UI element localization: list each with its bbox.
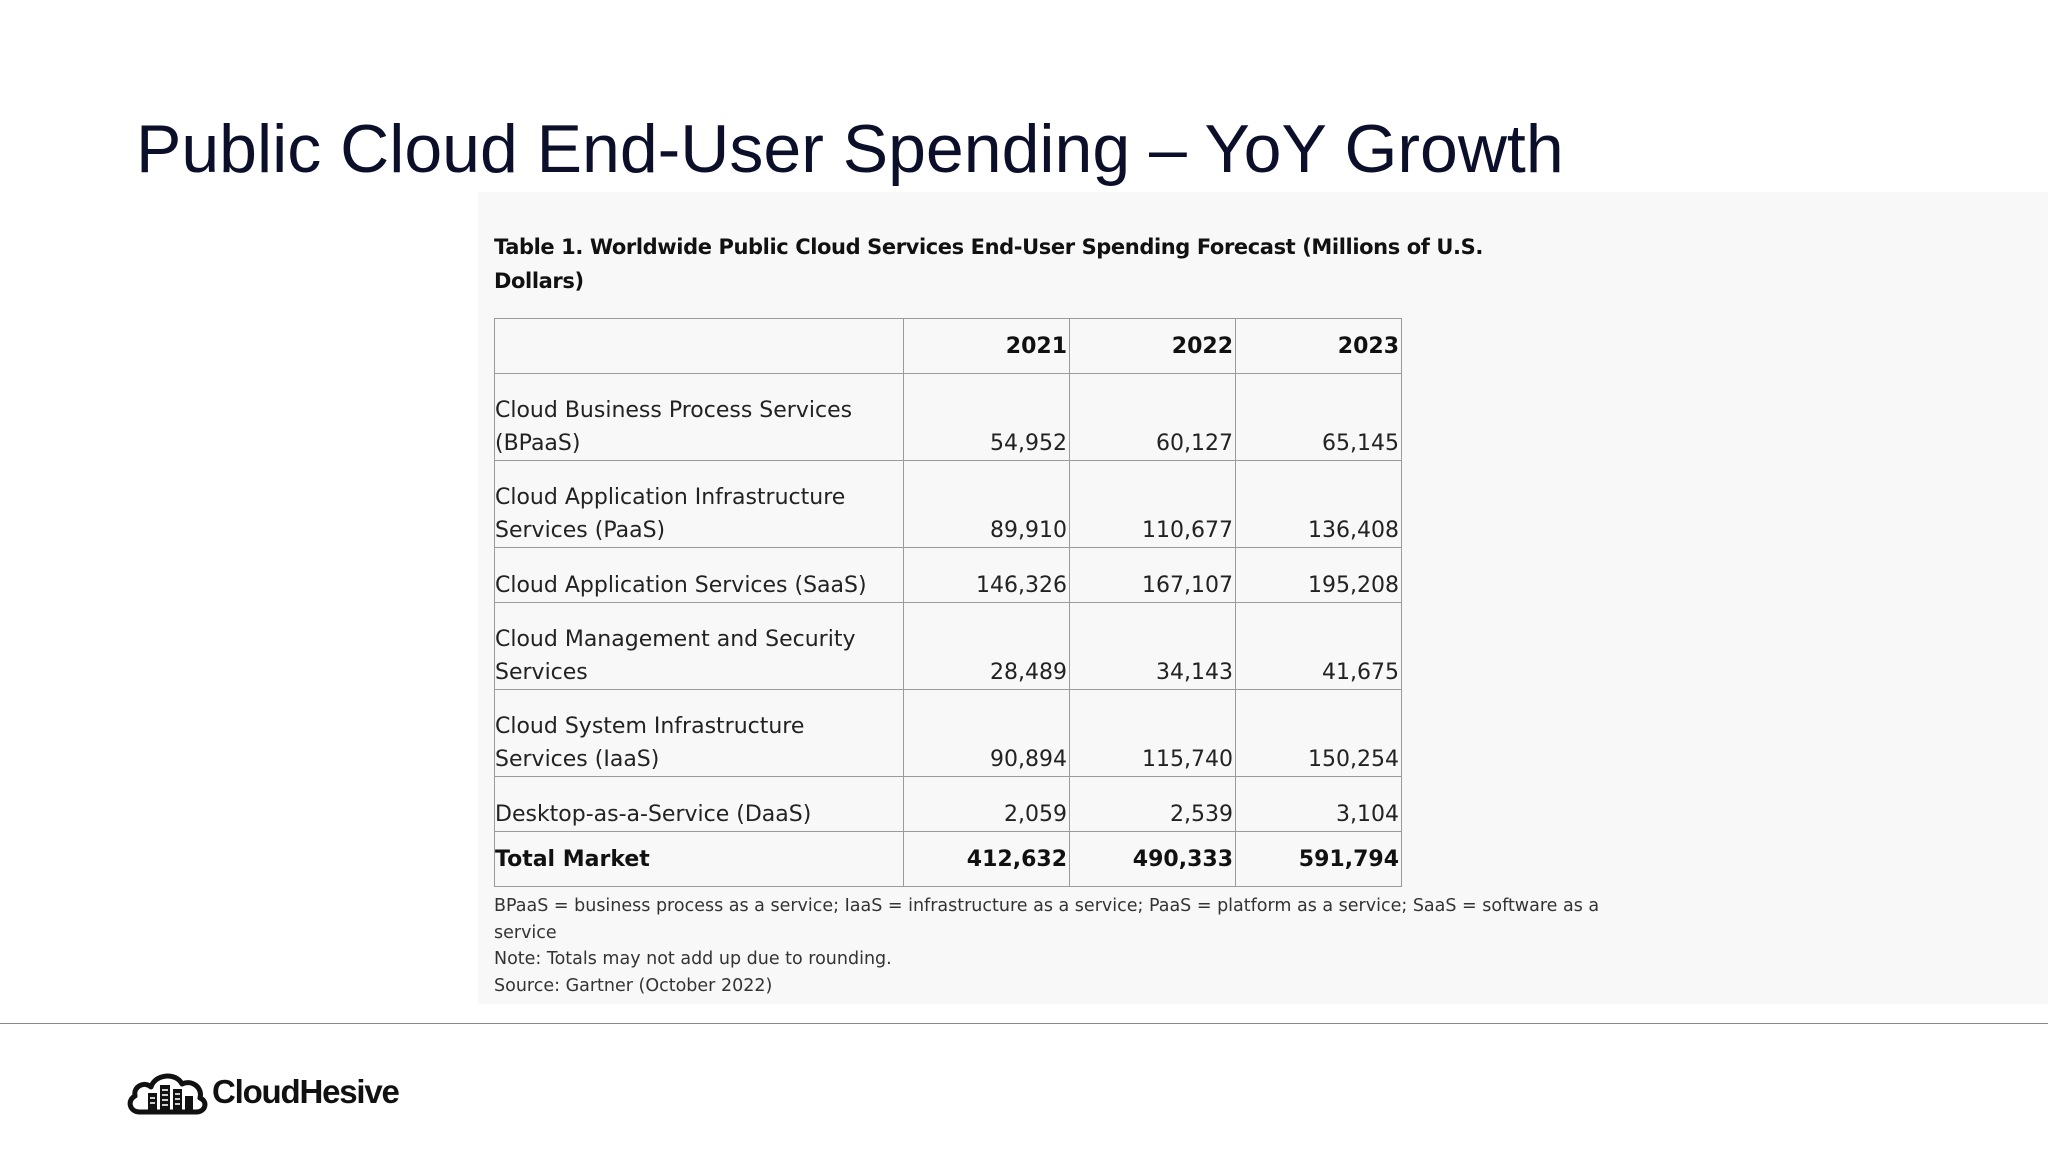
row-label: Cloud Application Services (SaaS) — [494, 547, 904, 603]
cell-2022: 110,677 — [1069, 460, 1236, 548]
cell-2023: 41,675 — [1235, 602, 1402, 690]
table-notes: BPaaS = business process as a service; I… — [494, 893, 1614, 999]
rounding-note: Note: Totals may not add up due to round… — [494, 949, 892, 969]
logo-text: CloudHesive — [212, 1073, 400, 1110]
cloud-buildings-icon — [127, 1073, 208, 1115]
cell-2022: 2,539 — [1069, 776, 1236, 832]
table-row: Cloud Business Process Services (BPaaS) … — [494, 373, 1402, 461]
cell-2021: 90,894 — [903, 689, 1070, 777]
cell-2021: 146,326 — [903, 547, 1070, 603]
cell-2021: 412,632 — [903, 831, 1070, 887]
cell-2021: 28,489 — [903, 602, 1070, 690]
cell-2023: 65,145 — [1235, 373, 1402, 461]
company-logo: CloudHesive — [126, 1066, 400, 1118]
row-label: Cloud Business Process Services (BPaaS) — [494, 373, 904, 461]
table-row: Cloud Management and Security Services 2… — [494, 602, 1402, 690]
table-caption: Table 1. Worldwide Public Cloud Services… — [494, 235, 1483, 293]
source-note: Source: Gartner (October 2022) — [494, 975, 773, 996]
cell-2022: 34,143 — [1069, 602, 1236, 690]
abbreviations-note: BPaaS = business process as a service; I… — [494, 896, 1600, 943]
cell-2021: 54,952 — [903, 373, 1070, 461]
cell-2022: 115,740 — [1069, 689, 1236, 777]
table-row: Cloud Application Infrastructure Service… — [494, 460, 1402, 548]
table-figure: Table 1. Worldwide Public Cloud Services… — [478, 192, 2048, 1004]
cell-2022: 490,333 — [1069, 831, 1236, 887]
table-row: Desktop-as-a-Service (DaaS) 2,059 2,539 … — [494, 776, 1402, 832]
spending-table: 2021 2022 2023 Cloud Business Process Se… — [494, 318, 1402, 887]
table-total-row: Total Market 412,632 490,333 591,794 — [494, 831, 1402, 887]
cell-2023: 591,794 — [1235, 831, 1402, 887]
header-2023: 2023 — [1235, 318, 1402, 374]
slide-title: Public Cloud End-User Spending – YoY Gro… — [136, 111, 1564, 187]
table-row: Cloud Application Services (SaaS) 146,32… — [494, 547, 1402, 603]
cell-2023: 3,104 — [1235, 776, 1402, 832]
cell-2023: 150,254 — [1235, 689, 1402, 777]
cell-2021: 89,910 — [903, 460, 1070, 548]
row-label: Desktop-as-a-Service (DaaS) — [494, 776, 904, 832]
cell-2021: 2,059 — [903, 776, 1070, 832]
footer-divider — [0, 1023, 2048, 1024]
header-2022: 2022 — [1069, 318, 1236, 374]
table-row: Cloud System Infrastructure Services (Ia… — [494, 689, 1402, 777]
row-label: Cloud Management and Security Services — [494, 602, 904, 690]
header-label-cell — [494, 318, 904, 374]
table-header-row: 2021 2022 2023 — [494, 318, 1402, 374]
cell-2022: 60,127 — [1069, 373, 1236, 461]
row-label: Cloud Application Infrastructure Service… — [494, 460, 904, 548]
cell-2023: 195,208 — [1235, 547, 1402, 603]
header-2021: 2021 — [903, 318, 1070, 374]
row-label: Cloud System Infrastructure Services (Ia… — [494, 689, 904, 777]
row-label: Total Market — [494, 831, 904, 887]
cell-2023: 136,408 — [1235, 460, 1402, 548]
cell-2022: 167,107 — [1069, 547, 1236, 603]
